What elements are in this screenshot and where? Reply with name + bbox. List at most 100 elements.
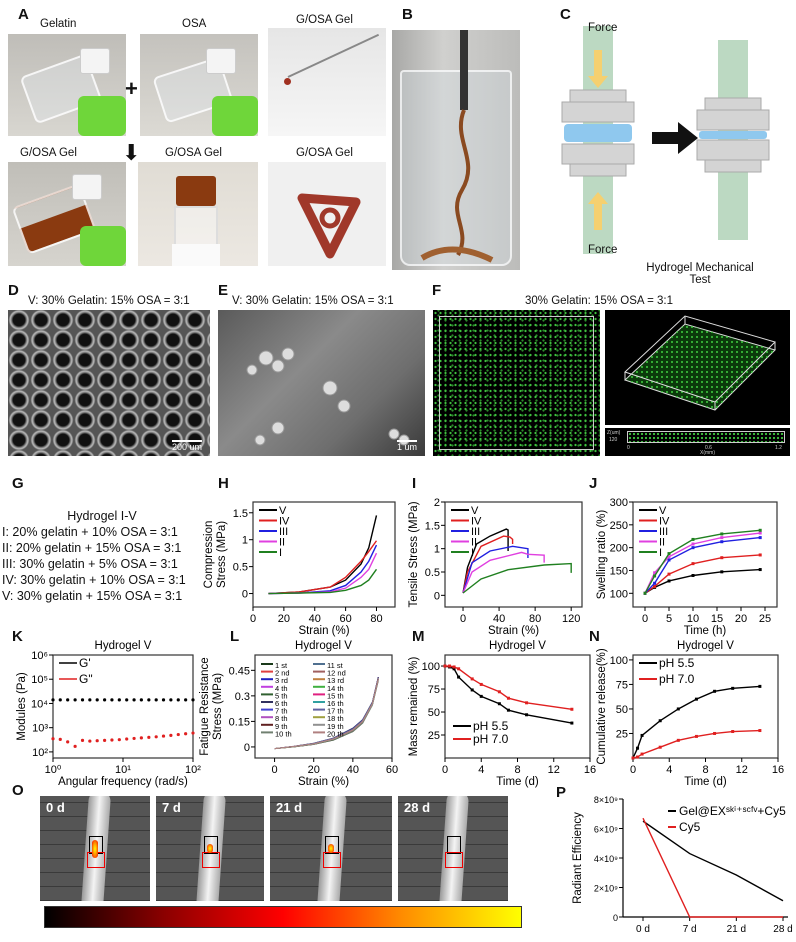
data-point bbox=[667, 552, 671, 556]
chart-H: 0 20 40 60 80 0 0.5 1 1.5 Strain (%) Compression St… bbox=[203, 501, 396, 637]
legend-label: IV bbox=[471, 516, 482, 528]
legend-label: 8 th bbox=[275, 714, 288, 723]
legend-label: 16 th bbox=[327, 699, 344, 708]
x-tick-label: 40 bbox=[347, 764, 359, 776]
confocal-image-side: Z(um) 120 0 0.6 1.2 X(mm) bbox=[605, 428, 790, 456]
legend-label: pH 7.0 bbox=[473, 732, 509, 746]
y-tick-label: 4×10⁹ bbox=[594, 854, 618, 864]
data-point bbox=[176, 732, 180, 737]
data-point bbox=[636, 755, 640, 759]
photo-beaker-injection bbox=[392, 30, 520, 270]
panel-label-m: M bbox=[412, 628, 425, 645]
x-axis-tick-1: 0.6 bbox=[705, 445, 712, 451]
x-tick-label: 0 bbox=[630, 764, 636, 776]
panel-label-b: B bbox=[402, 6, 413, 23]
series-line bbox=[644, 554, 761, 594]
photo-label-gosa-4: G/OSA Gel bbox=[296, 147, 353, 159]
data-point bbox=[758, 684, 762, 688]
data-point bbox=[676, 707, 680, 711]
z-axis-label: Z(um) bbox=[607, 430, 621, 436]
data-point bbox=[66, 740, 70, 744]
legend-label: III bbox=[659, 526, 668, 538]
z-axis-tick: 120 bbox=[609, 437, 618, 443]
legend-label: 11 st bbox=[327, 661, 344, 670]
composition-line-2: II: 20% gelatin + 15% OSA = 3:1 bbox=[2, 541, 182, 555]
data-point bbox=[125, 698, 129, 702]
y-tick-label: 25 bbox=[616, 728, 628, 740]
data-point bbox=[525, 701, 529, 705]
ivis-image-0: 0 d bbox=[40, 796, 150, 901]
x-tick-label: 80 bbox=[529, 613, 541, 625]
panel-label-c: C bbox=[560, 6, 571, 23]
data-point bbox=[691, 542, 695, 546]
series-line bbox=[444, 665, 573, 724]
y-tick-label: 0 bbox=[613, 913, 618, 923]
series-line bbox=[644, 568, 761, 594]
data-point bbox=[497, 690, 501, 694]
series-line bbox=[644, 536, 761, 594]
y-axis-title: Radiant Efficiency bbox=[572, 812, 584, 904]
legend-label: IV bbox=[659, 516, 670, 528]
y-tick-label: 10⁶ bbox=[31, 650, 48, 662]
legend-label: G" bbox=[79, 672, 93, 686]
plot-frame bbox=[632, 501, 778, 608]
data-point bbox=[720, 540, 724, 544]
x-axis-title: Time (h) bbox=[684, 625, 727, 637]
x-tick-label: 28 d bbox=[773, 924, 792, 935]
series-line bbox=[462, 535, 514, 594]
panel-label-f: F bbox=[432, 282, 442, 299]
data-point bbox=[691, 562, 695, 566]
data-point bbox=[506, 696, 510, 700]
y-axis-title: Mass remained (%) bbox=[408, 656, 420, 756]
data-point bbox=[184, 698, 188, 702]
x-axis-title: Strain (%) bbox=[298, 625, 349, 637]
legend-label: pH 5.5 bbox=[659, 656, 695, 670]
y-tick-label: 0 bbox=[244, 742, 250, 754]
data-point bbox=[191, 698, 195, 702]
data-point bbox=[103, 698, 107, 702]
data-point bbox=[720, 536, 724, 540]
mechanical-test-diagram bbox=[540, 20, 790, 260]
data-point bbox=[139, 736, 143, 740]
y-axis-title: Fatigue Resistance bbox=[199, 657, 211, 755]
legend-label: II bbox=[471, 537, 477, 549]
data-point bbox=[191, 731, 195, 735]
photo-gel-shape bbox=[268, 162, 386, 266]
series-line bbox=[445, 665, 572, 710]
y-tick-label: 2 bbox=[434, 497, 440, 509]
photo-gel-vial-tilted bbox=[8, 162, 126, 266]
photo-label-gosa-1: G/OSA Gel bbox=[296, 14, 353, 26]
legend-label: IV bbox=[279, 516, 290, 528]
x-tick-label: 5 bbox=[666, 613, 672, 625]
x-tick-label: 25 bbox=[759, 613, 771, 625]
data-point bbox=[139, 698, 143, 702]
legend-label: 9 th bbox=[275, 722, 288, 731]
legend-label: 15 th bbox=[327, 691, 344, 700]
legend-label: V bbox=[659, 505, 667, 517]
y-tick-label: 10⁵ bbox=[31, 674, 48, 686]
data-point bbox=[448, 664, 452, 668]
plot-frame bbox=[444, 654, 591, 759]
ivis-image-2: 21 d bbox=[270, 796, 392, 901]
legend-label: pH 7.0 bbox=[659, 672, 695, 686]
y-tick-label: 50 bbox=[616, 704, 628, 716]
chart-title: Hydrogel V bbox=[677, 640, 734, 652]
y-tick-label: 1 bbox=[242, 535, 248, 547]
legend-label: 18 th bbox=[327, 714, 344, 723]
data-point bbox=[80, 738, 85, 742]
chart-title: Hydrogel V bbox=[295, 640, 352, 652]
legend-label: 14 th bbox=[327, 684, 344, 693]
data-point bbox=[95, 698, 99, 702]
y-tick-label: 0.15 bbox=[229, 716, 250, 728]
y-tick-label: 8×10⁹ bbox=[594, 795, 618, 805]
data-point bbox=[731, 730, 735, 734]
legend-label: pH 5.5 bbox=[473, 719, 509, 733]
plot-frame bbox=[632, 654, 779, 759]
plot-frame bbox=[52, 654, 194, 759]
ivis-image-3: 28 d bbox=[398, 796, 508, 901]
y-tick-label: 0.5 bbox=[233, 562, 248, 574]
composition-line-4: IV: 30% gelatin + 10% OSA = 3:1 bbox=[2, 573, 186, 587]
y-tick-label: 0.5 bbox=[425, 567, 440, 579]
data-point bbox=[720, 532, 724, 536]
y-tick-label: 75 bbox=[428, 684, 440, 696]
